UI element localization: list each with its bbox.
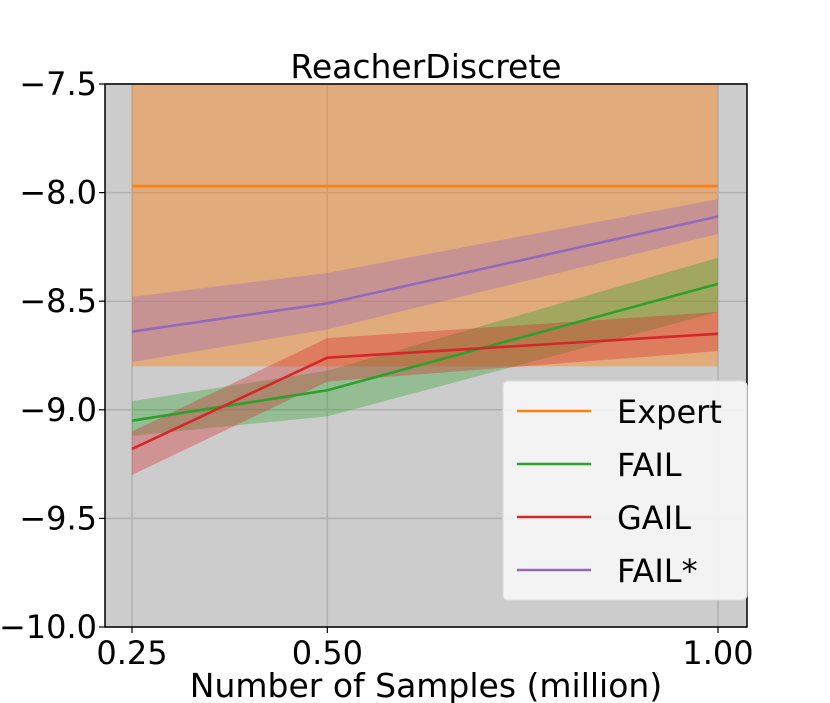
legend-box [502, 380, 748, 601]
y-tick-label: −8.5 [19, 282, 97, 320]
legend-item-gail: GAIL [517, 499, 691, 537]
legend-label: FAIL [617, 446, 682, 484]
x-tick-label: 0.50 [292, 634, 363, 672]
legend-label: FAIL* [617, 552, 698, 590]
y-tick-label: −8.0 [19, 174, 97, 212]
x-tick-label: 1.00 [682, 634, 753, 672]
series-lines [131, 184, 719, 451]
band-expert [132, 84, 718, 367]
y-tick-label: −9.5 [19, 499, 97, 537]
line-gail [131, 332, 719, 451]
plot-frame [104, 83, 748, 628]
legend: Expert FAIL GAIL FAIL* [502, 380, 748, 601]
legend-item-fail: FAIL [517, 446, 682, 484]
legend-item-fail-star: FAIL* [517, 552, 698, 590]
line-fail-star [131, 215, 719, 333]
legend-item-expert: Expert [517, 393, 722, 431]
legend-label: GAIL [617, 499, 691, 537]
y-tick-label: −7.5 [19, 65, 97, 103]
chart-title: ReacherDiscrete [290, 47, 561, 86]
line-fail [131, 282, 719, 422]
axis-ticks: 0.25 0.50 1.00 −7.5 −8.0 −8.5 −9.0 −9.5 −10.0 [0, 65, 754, 672]
x-tick-label: 0.25 [96, 634, 167, 672]
band-fail [132, 257, 718, 436]
band-gail [132, 312, 718, 475]
legend-label: Expert [617, 393, 722, 431]
y-tick-label: −9.0 [19, 391, 97, 429]
x-axis-label: Number of Samples (million) [190, 666, 662, 703]
confidence-bands [132, 84, 718, 475]
y-tick-label: −10.0 [0, 608, 97, 646]
